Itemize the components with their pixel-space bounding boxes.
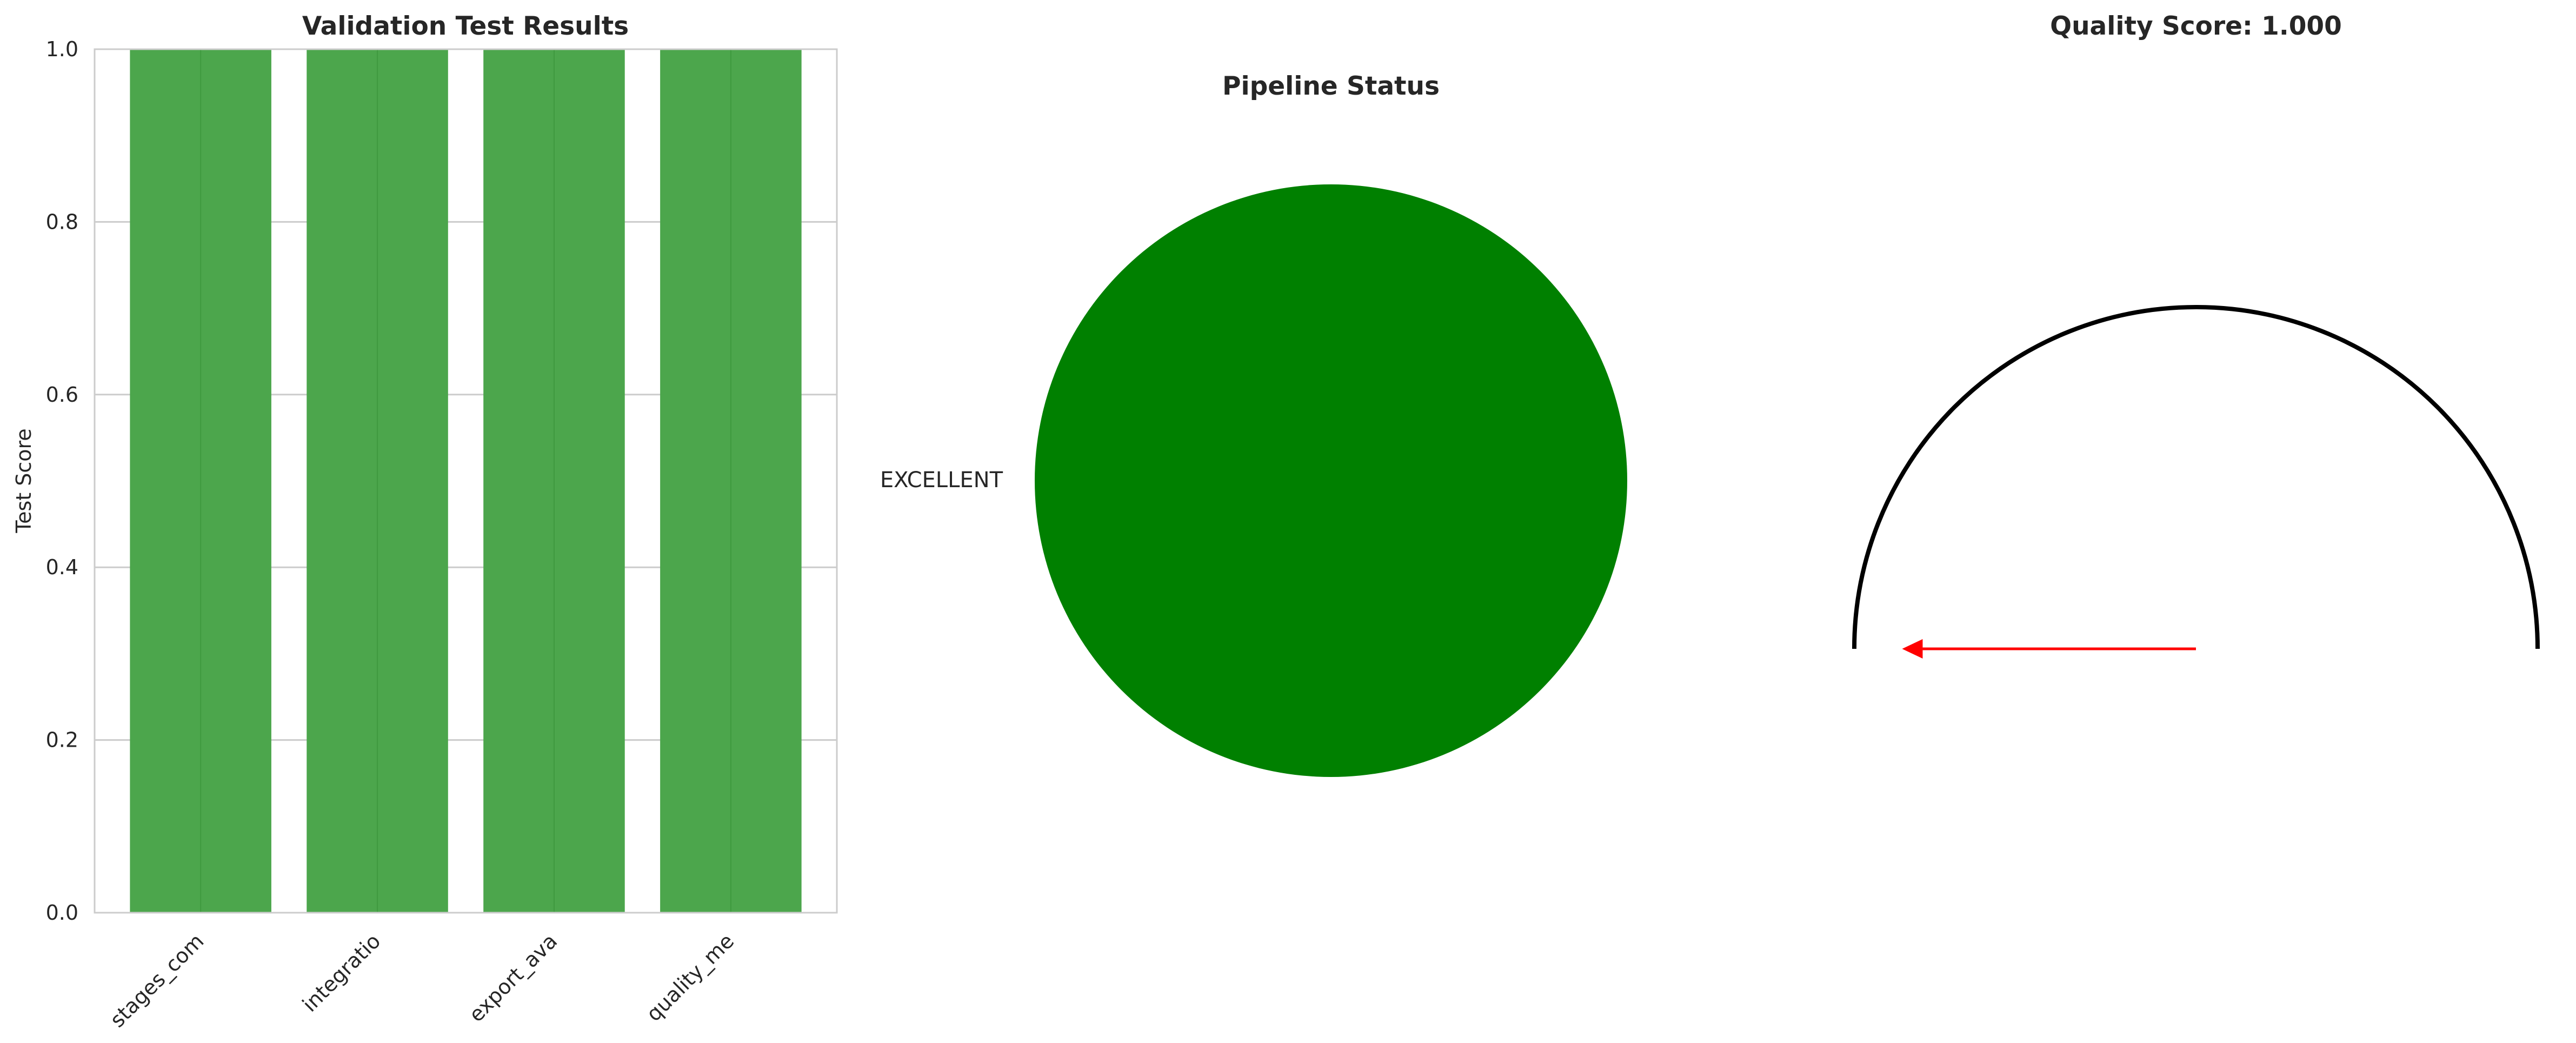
gauge-title: Quality Score: 1.000 xyxy=(2050,11,2342,41)
bar-plot-frame xyxy=(94,48,838,914)
bar-y-tick-labels: 0.0 0.2 0.4 0.6 0.8 1.0 xyxy=(46,37,78,925)
bar-series xyxy=(130,49,802,913)
bar-y-tick-label: 0.0 xyxy=(46,901,78,925)
bar-y-tick-label: 1.0 xyxy=(46,37,78,61)
pie-slice-label: EXCELLENT xyxy=(880,468,1003,493)
bar-y-axis-label: Test Score xyxy=(12,428,36,533)
pie-chart-title: Pipeline Status xyxy=(1222,71,1440,101)
bar-y-tick-label: 0.4 xyxy=(46,555,78,579)
bar-chart-panel: 0.00.20.40.60.81.0 stages_com integratio e… xyxy=(12,11,838,1032)
gauge-panel: Quality Score: 1.000 xyxy=(1852,11,2540,659)
pie-slice-excellent xyxy=(1035,184,1627,777)
bar-y-tick-label: 0.6 xyxy=(46,383,78,407)
gauge-needle-arrowhead xyxy=(1902,639,1923,659)
bar-chart-title: Validation Test Results xyxy=(302,11,629,41)
bar-y-tick-label: 0.2 xyxy=(46,728,78,752)
bar-y-tick-label: 0.8 xyxy=(46,210,78,234)
pie-chart-panel: Pipeline Status EXCELLENT xyxy=(880,71,1627,777)
gauge-arc xyxy=(1852,305,2540,649)
